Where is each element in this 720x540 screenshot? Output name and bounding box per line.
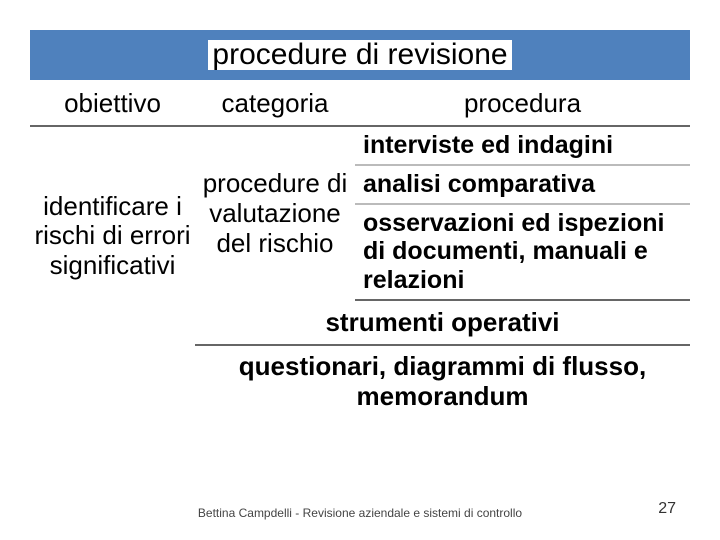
header-obiettivo: obiettivo (30, 86, 195, 127)
procedura-row-3: osservazioni ed ispezioni di documenti, … (355, 205, 690, 301)
header-procedura: procedura (355, 86, 690, 127)
slide-title: procedure di revisione (208, 40, 511, 70)
content-table: obiettivo categoria procedura identifica… (30, 86, 690, 418)
strumenti-value: questionari, diagrammi di flusso, memora… (195, 346, 690, 418)
obiettivo-spacer (30, 301, 195, 418)
header-categoria: categoria (195, 86, 355, 127)
page-number: 27 (658, 500, 676, 518)
footer-text: Bettina Campdelli - Revisione aziendale … (198, 506, 522, 520)
procedura-row-1: interviste ed indagini (355, 127, 690, 166)
title-bar: procedure di revisione (30, 30, 690, 80)
footer: Bettina Campdelli - Revisione aziendale … (0, 506, 720, 520)
slide: procedure di revisione obiettivo categor… (0, 0, 720, 540)
procedura-row-2: analisi comparativa (355, 166, 690, 205)
categoria-cell: procedure di valutazione del rischio (195, 127, 355, 301)
strumenti-label: strumenti operativi (195, 301, 690, 346)
